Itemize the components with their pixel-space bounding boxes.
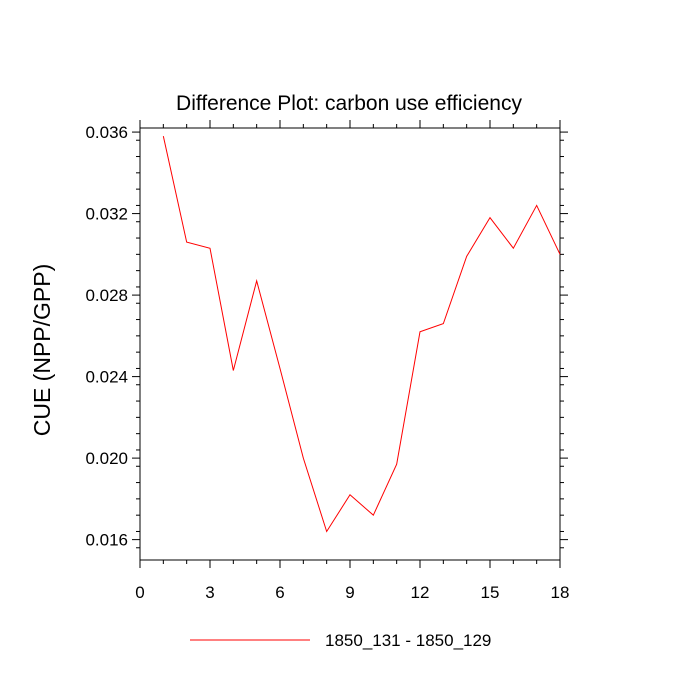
x-tick-label: 0 [135, 583, 144, 602]
x-tick-label: 18 [551, 583, 570, 602]
y-tick-label: 0.024 [85, 368, 128, 387]
x-tick-label: 15 [481, 583, 500, 602]
x-tick-label: 12 [411, 583, 430, 602]
y-tick-label: 0.016 [85, 531, 128, 550]
series-line [162, 136, 561, 533]
y-tick-label: 0.028 [85, 286, 128, 305]
x-tick-label: 6 [275, 583, 284, 602]
x-tick-label: 3 [205, 583, 214, 602]
y-tick-label: 0.020 [85, 449, 128, 468]
y-axis-label: CUE (NPP/GPP) [29, 264, 55, 437]
y-tick-label: 0.036 [85, 123, 128, 142]
x-tick-label: 9 [345, 583, 354, 602]
y-tick-label: 0.032 [85, 205, 128, 224]
chart-title: Difference Plot: carbon use efficiency [176, 92, 522, 115]
legend-label: 1850_131 - 1850_129 [325, 631, 491, 650]
